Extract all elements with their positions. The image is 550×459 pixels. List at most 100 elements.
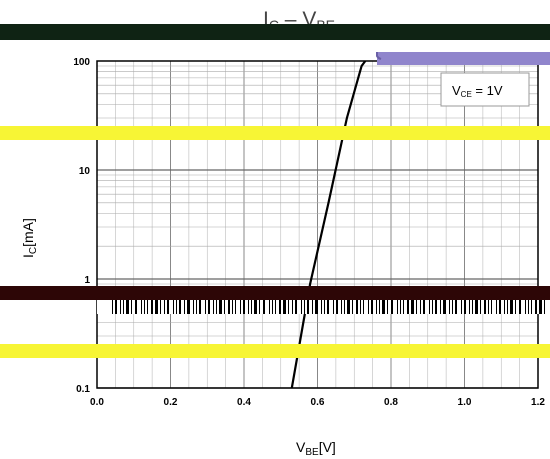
barcode-bar [164, 300, 165, 314]
barcode-bar [429, 300, 430, 314]
legend: VCE = 1V [440, 72, 530, 107]
barcode-bar [228, 300, 230, 314]
barcode-bar [243, 300, 245, 314]
barcode-bar [187, 300, 190, 314]
barcode-bar [123, 300, 124, 314]
barcode-bar [400, 300, 401, 314]
x-tick-label: 0.8 [384, 397, 398, 408]
barcode-bar [432, 300, 433, 314]
barcode-bar [368, 300, 369, 314]
barcode-bar [295, 300, 297, 314]
barcode-bar [363, 300, 364, 314]
barcode-bar [403, 300, 404, 314]
barcode-bar [472, 300, 473, 314]
barcode-bar [184, 300, 185, 314]
x-axis-label: VBE[V] [296, 439, 336, 458]
barcode-bar [251, 300, 252, 314]
barcode-bar [461, 300, 462, 314]
barcode-bar [443, 300, 446, 314]
barcode-bar [382, 300, 385, 314]
barcode-bar [510, 300, 513, 314]
barcode-bar [499, 300, 501, 314]
barcode-bar [507, 300, 508, 314]
barcode-bar [141, 300, 142, 314]
barcode-bar [213, 300, 214, 314]
maroon-overlay-band [0, 286, 550, 300]
barcode-bar [219, 300, 222, 314]
barcode-bar [263, 300, 265, 314]
barcode-bar [254, 300, 257, 314]
barcode-bar [283, 300, 286, 314]
barcode-bar [176, 300, 177, 314]
barcode-bar [115, 300, 117, 314]
barcode-bar [387, 300, 388, 314]
barcode-bar [416, 300, 417, 314]
yellow-overlay-band-2 [0, 344, 550, 358]
barcode-bar [356, 300, 358, 314]
x-tick-label: 1.2 [531, 397, 545, 408]
barcode-bar [423, 300, 425, 314]
x-tick-labels: 0.0 0.2 0.4 0.6 0.8 1.0 1.2 [90, 397, 545, 408]
plot-frame [96, 60, 539, 389]
barcode-bar [112, 300, 113, 314]
barcode-bar [480, 300, 481, 314]
legend-label: VCE = 1V [452, 83, 503, 99]
barcode-bar [411, 300, 414, 314]
x-tick-label: 1.0 [458, 397, 472, 408]
barcode-bar [515, 300, 516, 314]
barcode-bar [397, 300, 398, 314]
yellow-overlay-band-1 [0, 126, 550, 140]
barcode-bar [193, 300, 194, 314]
barcode-bar [292, 300, 293, 314]
barcode-bar [539, 300, 542, 314]
barcode-bar [304, 300, 305, 314]
barcode-bar [496, 300, 497, 314]
barcode-bar [160, 300, 161, 314]
barcode-bar [420, 300, 421, 314]
y-tick-labels: 0.1 1 10 100 [73, 57, 90, 395]
barcode-strip [97, 300, 550, 314]
barcode-bar [240, 300, 241, 314]
barcode-bar [376, 300, 377, 314]
barcode-bar [272, 300, 273, 314]
barcode-bar [519, 300, 521, 314]
barcode-bar [341, 300, 342, 314]
barcode-bar [491, 300, 492, 314]
barcode-bar [464, 300, 466, 314]
barcode-bar [484, 300, 486, 314]
legend-box [440, 72, 530, 107]
barcode-bar [535, 300, 537, 314]
barcode-bar [336, 300, 338, 314]
barcode-bar [312, 300, 313, 314]
barcode-bar [120, 300, 121, 314]
barcode-bar [435, 300, 437, 314]
x-tick-label: 0.6 [311, 397, 325, 408]
barcode-bar [333, 300, 334, 314]
barcode-bar [126, 300, 129, 314]
barcode-bar [301, 300, 302, 314]
barcode-bar [131, 300, 132, 314]
barcode-bar [205, 300, 206, 314]
barcode-bar [259, 300, 260, 314]
barcode-bar [275, 300, 276, 314]
barcode-bar [469, 300, 470, 314]
barcode-bar [173, 300, 174, 314]
x-tick-label: 0.4 [237, 397, 251, 408]
barcode-bar [344, 300, 345, 314]
barcode-bar [155, 300, 158, 314]
barcode-bar [147, 300, 148, 314]
barcode-bar [391, 300, 393, 314]
barcode-bar [179, 300, 181, 314]
barcode-bar [455, 300, 457, 314]
y-tick-label: 10 [79, 166, 91, 177]
barcode-bar [452, 300, 453, 314]
y-axis-label: IC[mA] [20, 218, 39, 258]
purple-overlay-box [377, 52, 550, 65]
barcode-bar [307, 300, 309, 314]
barcode-bar [371, 300, 373, 314]
barcode-bar [440, 300, 441, 314]
barcode-bar [248, 300, 249, 314]
barcode-bar [488, 300, 489, 314]
x-tick-label: 0.0 [90, 397, 104, 408]
